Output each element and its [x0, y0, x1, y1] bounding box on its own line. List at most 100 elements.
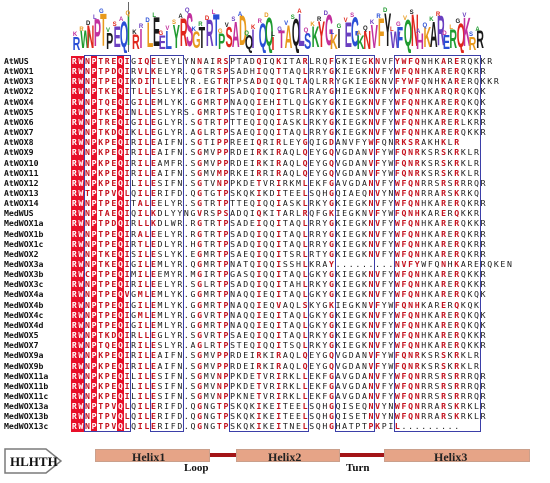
sequence-name: AtWOX12: [4, 177, 39, 188]
residue: R: [263, 167, 268, 178]
residue: L: [164, 340, 170, 351]
residue: R: [210, 259, 216, 269]
residue: N: [414, 228, 420, 239]
residue: V: [368, 208, 374, 219]
residue: R: [131, 228, 137, 239]
residue: Q: [460, 309, 466, 320]
residue: K: [480, 289, 486, 300]
logo-letter: R: [79, 26, 84, 33]
residue: R: [454, 380, 460, 391]
logo-letter: Q: [244, 32, 253, 53]
sequence-name: AtWOX10: [4, 157, 39, 168]
residue: T: [216, 401, 222, 412]
residue: Y: [328, 259, 334, 269]
residue: G: [328, 86, 334, 97]
residue: Q: [117, 208, 124, 220]
residue: .: [348, 259, 354, 269]
residue: P: [90, 86, 98, 98]
residue: Q: [243, 96, 249, 107]
residue: T: [289, 56, 295, 66]
residue: Q: [474, 96, 479, 107]
residue: T: [98, 421, 104, 432]
residue: T: [216, 187, 222, 198]
logo-letter: K: [72, 32, 78, 39]
residue: Y: [170, 269, 176, 280]
residue: N: [381, 76, 387, 87]
residue: I: [342, 330, 348, 341]
residue: V: [111, 401, 117, 412]
residue: Y: [388, 309, 394, 320]
residue: N: [177, 147, 183, 158]
residue: I: [276, 289, 282, 300]
residue: W: [394, 177, 400, 188]
residue: L: [474, 401, 479, 412]
residue: Q: [243, 208, 249, 219]
residue: Q: [249, 340, 255, 351]
residue: I: [276, 106, 282, 117]
residue: .: [183, 167, 189, 178]
residue: W: [77, 340, 85, 352]
residue: S: [447, 411, 453, 422]
residue: Q: [269, 299, 275, 310]
residue: G: [197, 157, 203, 168]
residue: E: [150, 86, 156, 97]
residue: .: [183, 279, 189, 290]
residue: I: [164, 187, 170, 198]
residue: Q: [249, 319, 255, 330]
residue: A: [335, 137, 341, 148]
residue: E: [289, 401, 295, 412]
residue: R: [480, 228, 486, 239]
logo-letter: D: [323, 10, 328, 17]
residue: H: [190, 238, 196, 249]
residue: P: [223, 309, 229, 320]
residue: G: [197, 187, 203, 198]
residue: I: [256, 228, 262, 239]
residue: A: [236, 228, 242, 239]
residue: S: [302, 299, 308, 310]
sequence-name: AtWOX5: [4, 106, 34, 117]
residue: Y: [322, 66, 328, 77]
sequence-name: MedWOX3b: [4, 269, 44, 280]
residue: W: [77, 177, 85, 189]
residue: Q: [408, 187, 414, 198]
residue: I: [342, 66, 348, 77]
residue: L: [164, 208, 170, 219]
residue: A: [282, 299, 288, 310]
residue: L: [137, 127, 143, 138]
residue: A: [361, 380, 367, 391]
residue: R: [474, 238, 479, 249]
residue: K: [335, 66, 341, 77]
residue: F: [381, 66, 387, 77]
residue: I: [124, 208, 130, 219]
residue: N: [177, 370, 183, 381]
residue: R: [276, 167, 282, 178]
residue: K: [421, 208, 427, 219]
residue: N: [177, 350, 183, 361]
residue: N: [368, 370, 374, 381]
sequence-name: AtWOX2: [4, 86, 34, 97]
residue: G: [328, 401, 334, 412]
residue: G: [197, 228, 203, 239]
residue: K: [441, 76, 447, 87]
residue: F: [381, 116, 387, 127]
residue: Q: [117, 177, 124, 189]
residue: R: [210, 309, 216, 320]
residue: N: [230, 96, 236, 107]
sequence-name: AtWOX13: [4, 187, 39, 198]
residue: E: [111, 370, 117, 381]
logo-letter: R: [376, 14, 381, 21]
residue: F: [381, 289, 387, 300]
residue: F: [401, 127, 407, 138]
residue: W: [388, 167, 394, 178]
residue: A: [289, 127, 295, 138]
residue: Y: [322, 218, 328, 229]
residue: V: [335, 360, 341, 371]
residue: I: [256, 330, 262, 341]
residue: T: [203, 187, 209, 198]
alignment-row: MedWOX7 R W N P T Q E Q I R I L E S L Y R. A G L R T P S T E Q I Q Q I T…: [0, 340, 550, 352]
residue: Q: [263, 259, 268, 269]
residue: R: [441, 380, 447, 391]
residue: V: [375, 319, 381, 330]
residue: R: [131, 218, 137, 229]
